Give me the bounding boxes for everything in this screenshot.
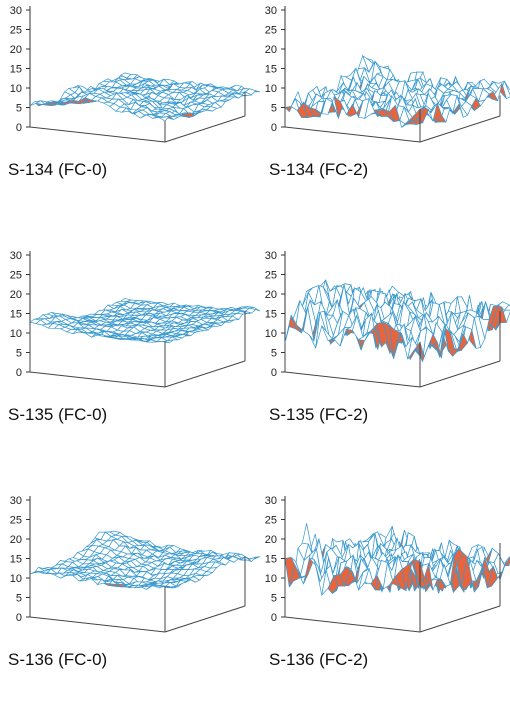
z-tick-label: 10 (10, 83, 22, 95)
z-tick-label: 20 (10, 44, 22, 56)
z-tick-label: 0 (271, 122, 277, 134)
z-tick-label: 5 (16, 348, 22, 360)
z-tick-label: 5 (271, 348, 277, 360)
panel-caption: S-136 (FC-2) (269, 650, 368, 670)
z-tick-label: 5 (16, 593, 22, 605)
z-tick-label: 15 (265, 64, 277, 76)
plot-group: 0 5 10 15 20 25 30 (265, 5, 510, 142)
z-tick-label: 20 (10, 534, 22, 546)
z-tick-label: 20 (10, 289, 22, 301)
z-tick-label: 5 (271, 103, 277, 115)
z-tick-label: 15 (265, 309, 277, 321)
surface-panel-s136-fc0: 0 5 10 15 20 25 30 S-136 (FC-0) (0, 490, 250, 705)
base-front-edge (30, 617, 165, 632)
z-tick-label: 0 (16, 122, 22, 134)
z-tick-label: 15 (10, 554, 22, 566)
z-tick-label: 10 (265, 573, 277, 585)
base-front-edge (285, 617, 420, 632)
surface-panel-s135-fc2: 0 5 10 15 20 25 30 S-135 (FC-2) (255, 245, 505, 460)
surface-plot-svg: 0 5 10 15 20 25 30 (0, 245, 250, 460)
z-tick-label: 10 (265, 328, 277, 340)
z-tick-label: 25 (10, 515, 22, 527)
z-tick-label: 15 (265, 554, 277, 566)
base-right-edge (165, 606, 245, 632)
plot-group: 0 5 10 15 20 25 30 (265, 495, 510, 632)
plot-group: 0 5 10 15 20 25 30 (265, 250, 510, 387)
base-front-edge (285, 127, 420, 142)
z-tick-label: 0 (16, 367, 22, 379)
z-tick-label: 30 (265, 495, 277, 507)
z-tick-label: 25 (10, 25, 22, 37)
panel-caption: S-134 (FC-0) (8, 160, 107, 180)
z-tick-label: 30 (10, 495, 22, 507)
z-tick-label: 20 (265, 534, 277, 546)
surface-panel-s136-fc2: 0 5 10 15 20 25 30 S-136 (FC-2) (255, 490, 505, 705)
z-tick-label: 30 (10, 5, 22, 17)
surface-plot-svg: 0 5 10 15 20 25 30 (0, 490, 250, 705)
z-tick-label: 30 (265, 5, 277, 17)
z-tick-label: 20 (265, 289, 277, 301)
plot-group: 0 5 10 15 20 25 30 (10, 250, 260, 387)
base-right-edge (165, 361, 245, 387)
plot-group: 0 5 10 15 20 25 30 (10, 5, 260, 142)
z-tick-label: 0 (271, 367, 277, 379)
z-tick-label: 25 (265, 25, 277, 37)
z-tick-label: 30 (10, 250, 22, 262)
surface-plot-svg: 0 5 10 15 20 25 30 (255, 490, 505, 705)
surface-plot-svg: 0 5 10 15 20 25 30 (255, 0, 505, 215)
panel-caption: S-134 (FC-2) (269, 160, 368, 180)
base-right-edge (420, 606, 500, 632)
z-tick-label: 10 (265, 83, 277, 95)
z-tick-label: 15 (10, 309, 22, 321)
surface-panel-s134-fc0: 0 5 10 15 20 25 30 S-134 (FC-0) (0, 0, 250, 215)
base-right-edge (165, 116, 245, 142)
panel-caption: S-135 (FC-0) (8, 405, 107, 425)
z-tick-label: 25 (10, 270, 22, 282)
surface-plot-svg: 0 5 10 15 20 25 30 (255, 245, 505, 460)
surface-plot-svg: 0 5 10 15 20 25 30 (0, 0, 250, 215)
z-tick-label: 15 (10, 64, 22, 76)
plot-group: 0 5 10 15 20 25 30 (10, 495, 260, 632)
z-tick-label: 10 (10, 573, 22, 585)
z-tick-label: 0 (16, 612, 22, 624)
z-tick-label: 0 (271, 612, 277, 624)
z-tick-label: 5 (16, 103, 22, 115)
z-tick-label: 20 (265, 44, 277, 56)
z-tick-label: 25 (265, 515, 277, 527)
surface-plot-figure: 0 5 10 15 20 25 30 S-134 (FC-0) 0 5 10 15 20 25 30 S… (0, 0, 510, 676)
z-tick-label: 25 (265, 270, 277, 282)
z-tick-label: 5 (271, 593, 277, 605)
panel-caption: S-136 (FC-0) (8, 650, 107, 670)
base-front-edge (285, 372, 420, 387)
base-right-edge (420, 361, 500, 387)
z-tick-label: 10 (10, 328, 22, 340)
surface-panel-s135-fc0: 0 5 10 15 20 25 30 S-135 (FC-0) (0, 245, 250, 460)
base-front-edge (30, 372, 165, 387)
z-tick-label: 30 (265, 250, 277, 262)
base-front-edge (30, 127, 165, 142)
panel-caption: S-135 (FC-2) (269, 405, 368, 425)
surface-panel-s134-fc2: 0 5 10 15 20 25 30 S-134 (FC-2) (255, 0, 505, 215)
